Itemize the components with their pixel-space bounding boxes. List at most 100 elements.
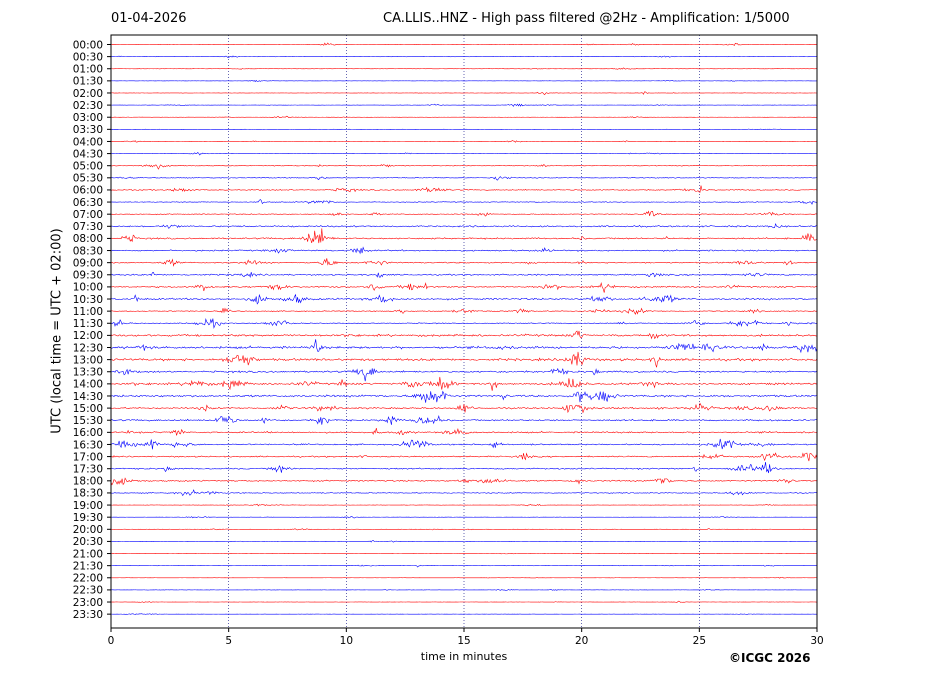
y-tick-label: 03:30 bbox=[73, 124, 103, 136]
trace-row-0400 bbox=[110, 140, 818, 143]
trace-row-0100 bbox=[110, 67, 818, 70]
x-tick-label: 5 bbox=[225, 635, 232, 647]
y-tick-label: 00:00 bbox=[73, 39, 103, 51]
y-tick-label: 11:30 bbox=[73, 318, 103, 330]
y-tick-label: 20:00 bbox=[73, 524, 103, 536]
y-tick-label: 20:30 bbox=[73, 536, 103, 548]
y-tick-label: 22:00 bbox=[73, 573, 103, 585]
y-tick-label: 22:30 bbox=[73, 585, 103, 597]
trace-row-0000 bbox=[110, 42, 818, 46]
y-tick-label: 07:00 bbox=[73, 209, 103, 221]
trace-row-0330 bbox=[110, 128, 818, 130]
chart-date: 01-04-2026 bbox=[111, 11, 187, 26]
trace-row-0200 bbox=[110, 91, 818, 96]
y-tick-label: 12:30 bbox=[73, 342, 103, 354]
trace-row-1830 bbox=[110, 489, 818, 497]
seismic-traces bbox=[110, 42, 818, 615]
y-tick-label: 04:00 bbox=[73, 136, 103, 148]
trace-row-1800 bbox=[110, 477, 818, 486]
trace-row-2230 bbox=[110, 589, 818, 591]
y-tick-label: 15:00 bbox=[73, 403, 103, 415]
y-tick-label: 21:30 bbox=[73, 560, 103, 572]
grid-lines bbox=[228, 35, 700, 628]
y-tick-label: 17:30 bbox=[73, 464, 103, 476]
y-tick-label: 23:00 bbox=[73, 597, 103, 609]
trace-row-1600 bbox=[110, 427, 818, 436]
trace-row-2100 bbox=[110, 552, 818, 555]
trace-row-0300 bbox=[110, 115, 818, 119]
x-tick-label: 25 bbox=[693, 635, 706, 647]
y-tick-label: 08:00 bbox=[73, 233, 103, 245]
trace-row-2300 bbox=[110, 600, 818, 603]
trace-row-0130 bbox=[110, 79, 818, 83]
trace-row-0700 bbox=[110, 210, 818, 217]
trace-row-0630 bbox=[110, 199, 818, 205]
trace-row-0530 bbox=[110, 176, 818, 181]
y-tick-label: 13:00 bbox=[73, 354, 103, 366]
trace-row-1430 bbox=[110, 390, 818, 403]
y-tick-label: 12:00 bbox=[73, 330, 103, 342]
y-tick-label: 09:30 bbox=[73, 270, 103, 282]
x-tick-label: 10 bbox=[340, 635, 353, 647]
trace-row-1500 bbox=[110, 402, 818, 414]
trace-row-2200 bbox=[110, 576, 818, 579]
trace-row-0800 bbox=[110, 228, 818, 244]
y-tick-label: 07:30 bbox=[73, 221, 103, 233]
y-tick-label: 15:30 bbox=[73, 415, 103, 427]
y-tick-label: 14:00 bbox=[73, 379, 103, 391]
y-tick-label: 11:00 bbox=[73, 306, 103, 318]
y-tick-label: 04:30 bbox=[73, 148, 103, 160]
trace-row-1000 bbox=[110, 282, 818, 293]
y-tick-label: 09:00 bbox=[73, 257, 103, 269]
y-axis-ticks: 00:0000:3001:0001:3002:0002:3003:0003:30… bbox=[73, 39, 111, 621]
y-tick-label: 08:30 bbox=[73, 245, 103, 257]
copyright-notice: ©ICGC 2026 bbox=[729, 651, 811, 665]
y-tick-label: 23:30 bbox=[73, 609, 103, 621]
trace-row-0230 bbox=[110, 103, 818, 107]
trace-row-1930 bbox=[110, 516, 818, 519]
y-tick-label: 06:00 bbox=[73, 185, 103, 197]
y-tick-label: 06:30 bbox=[73, 197, 103, 209]
y-tick-label: 01:00 bbox=[73, 64, 103, 76]
y-tick-label: 00:30 bbox=[73, 51, 103, 63]
y-tick-label: 16:00 bbox=[73, 427, 103, 439]
y-tick-label: 16:30 bbox=[73, 439, 103, 451]
y-tick-label: 01:30 bbox=[73, 76, 103, 88]
trace-row-1300 bbox=[110, 351, 818, 368]
y-tick-label: 10:00 bbox=[73, 282, 103, 294]
x-tick-label: 0 bbox=[108, 635, 115, 647]
trace-row-1730 bbox=[110, 461, 818, 474]
y-tick-label: 03:00 bbox=[73, 112, 103, 124]
trace-row-1700 bbox=[110, 452, 818, 462]
y-tick-label: 17:00 bbox=[73, 451, 103, 463]
x-tick-label: 20 bbox=[575, 635, 588, 647]
trace-row-0030 bbox=[110, 55, 818, 58]
x-tick-label: 30 bbox=[810, 635, 823, 647]
trace-row-1200 bbox=[110, 330, 818, 340]
y-tick-label: 18:30 bbox=[73, 488, 103, 500]
trace-row-1400 bbox=[110, 376, 818, 391]
y-tick-label: 18:00 bbox=[73, 476, 103, 488]
x-axis-ticks: 0 5 10 15 20 25 30 bbox=[108, 628, 824, 647]
trace-row-0900 bbox=[110, 258, 818, 267]
y-tick-label: 14:30 bbox=[73, 391, 103, 403]
y-tick-label: 19:00 bbox=[73, 500, 103, 512]
trace-row-1530 bbox=[110, 415, 818, 425]
trace-row-0930 bbox=[110, 271, 818, 278]
chart-title: CA.LLIS..HNZ - High pass filtered @2Hz -… bbox=[383, 11, 790, 26]
y-tick-label: 19:30 bbox=[73, 512, 103, 524]
trace-row-1230 bbox=[110, 339, 818, 354]
y-tick-label: 13:30 bbox=[73, 367, 103, 379]
y-tick-label: 05:00 bbox=[73, 161, 103, 173]
trace-row-0730 bbox=[110, 222, 818, 229]
x-axis-label: time in minutes bbox=[420, 650, 508, 663]
trace-row-0500 bbox=[110, 164, 818, 170]
trace-row-1100 bbox=[110, 307, 818, 315]
trace-row-1900 bbox=[110, 503, 818, 507]
trace-row-1630 bbox=[110, 438, 818, 450]
trace-row-0430 bbox=[110, 152, 818, 156]
trace-row-2030 bbox=[110, 539, 818, 543]
trace-row-2130 bbox=[110, 564, 817, 568]
trace-row-0600 bbox=[110, 185, 818, 193]
